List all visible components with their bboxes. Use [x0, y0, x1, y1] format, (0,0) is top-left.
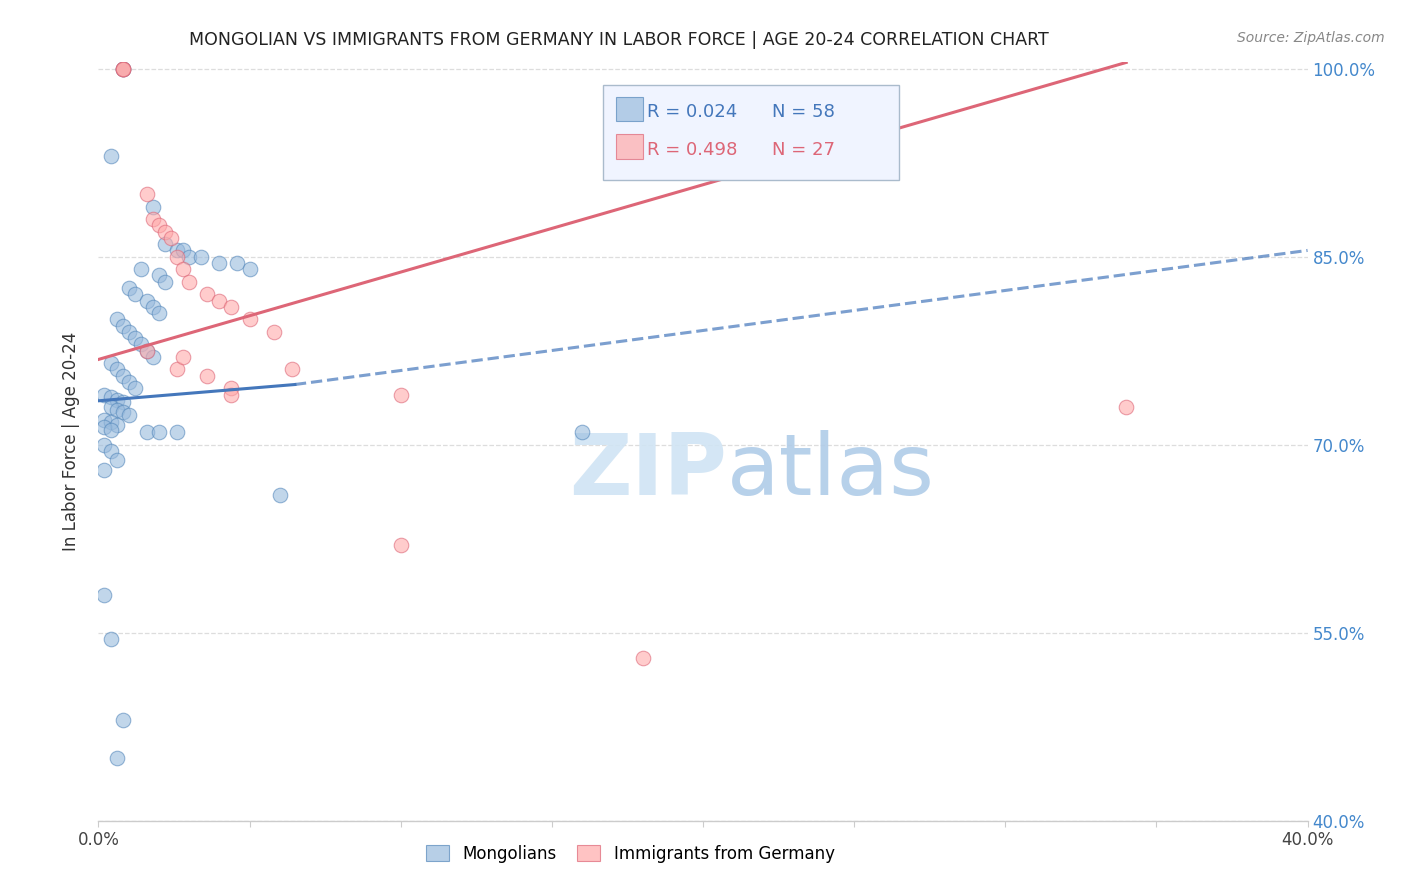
- Text: Source: ZipAtlas.com: Source: ZipAtlas.com: [1237, 31, 1385, 45]
- Point: [135, 187, 157, 202]
- Point: [111, 395, 134, 409]
- Point: [142, 200, 165, 214]
- Point: [105, 362, 128, 376]
- Point: [221, 387, 243, 401]
- Point: [111, 62, 134, 76]
- Point: [105, 751, 128, 765]
- Point: [111, 714, 134, 728]
- Point: [100, 415, 122, 429]
- Point: [142, 300, 165, 314]
- Point: [124, 381, 146, 395]
- Point: [389, 538, 412, 552]
- Point: [1115, 400, 1137, 414]
- Point: [135, 343, 157, 358]
- Point: [105, 417, 128, 432]
- Point: [190, 250, 212, 264]
- Text: N = 27: N = 27: [772, 141, 835, 159]
- Point: [105, 312, 128, 326]
- FancyBboxPatch shape: [616, 96, 643, 120]
- Point: [195, 287, 218, 301]
- Point: [118, 325, 141, 339]
- Point: [135, 425, 157, 439]
- Point: [179, 275, 201, 289]
- Text: N = 58: N = 58: [772, 103, 835, 120]
- FancyBboxPatch shape: [616, 135, 643, 159]
- Point: [160, 231, 183, 245]
- Point: [571, 425, 593, 439]
- Point: [124, 331, 146, 345]
- Point: [172, 350, 194, 364]
- Point: [239, 262, 262, 277]
- Y-axis label: In Labor Force | Age 20-24: In Labor Force | Age 20-24: [62, 332, 80, 551]
- Point: [118, 408, 141, 422]
- FancyBboxPatch shape: [603, 85, 898, 180]
- Point: [135, 343, 157, 358]
- Text: MONGOLIAN VS IMMIGRANTS FROM GERMANY IN LABOR FORCE | AGE 20-24 CORRELATION CHAR: MONGOLIAN VS IMMIGRANTS FROM GERMANY IN …: [188, 31, 1049, 49]
- Point: [153, 275, 176, 289]
- Point: [100, 400, 122, 414]
- Point: [100, 444, 122, 458]
- Point: [118, 281, 141, 295]
- Point: [100, 632, 122, 646]
- Point: [166, 244, 188, 258]
- Text: R = 0.498: R = 0.498: [647, 141, 738, 159]
- Point: [148, 425, 170, 439]
- Point: [221, 381, 243, 395]
- Point: [93, 420, 115, 434]
- Point: [281, 362, 304, 376]
- Point: [263, 325, 285, 339]
- Point: [208, 256, 231, 270]
- Point: [166, 425, 188, 439]
- Point: [142, 350, 165, 364]
- Point: [142, 212, 165, 227]
- Point: [111, 62, 134, 76]
- Point: [100, 356, 122, 370]
- Point: [631, 650, 654, 665]
- Point: [148, 306, 170, 320]
- Point: [148, 219, 170, 233]
- Point: [129, 337, 152, 351]
- Point: [93, 463, 115, 477]
- Point: [221, 300, 243, 314]
- Point: [100, 423, 122, 437]
- Point: [135, 293, 157, 308]
- Point: [124, 287, 146, 301]
- Point: [208, 293, 231, 308]
- Text: atlas: atlas: [727, 430, 935, 514]
- Point: [111, 318, 134, 333]
- Point: [269, 488, 291, 502]
- Text: R = 0.024: R = 0.024: [647, 103, 738, 120]
- Point: [93, 588, 115, 602]
- Point: [239, 312, 262, 326]
- Point: [153, 237, 176, 252]
- Point: [195, 368, 218, 383]
- Point: [93, 438, 115, 452]
- Point: [389, 387, 412, 401]
- Point: [226, 256, 249, 270]
- Point: [172, 244, 194, 258]
- Point: [111, 62, 134, 76]
- Point: [179, 250, 201, 264]
- Point: [118, 375, 141, 389]
- Point: [105, 392, 128, 407]
- Point: [148, 268, 170, 283]
- Point: [129, 262, 152, 277]
- Point: [105, 452, 128, 467]
- Point: [100, 149, 122, 163]
- Point: [153, 225, 176, 239]
- Point: [93, 412, 115, 426]
- Text: ZIP: ZIP: [569, 430, 727, 514]
- Point: [100, 390, 122, 404]
- Point: [172, 262, 194, 277]
- Point: [105, 402, 128, 417]
- Point: [93, 387, 115, 401]
- Point: [111, 405, 134, 419]
- Point: [166, 250, 188, 264]
- Point: [111, 62, 134, 76]
- Point: [166, 362, 188, 376]
- Point: [111, 368, 134, 383]
- Legend: Mongolians, Immigrants from Germany: Mongolians, Immigrants from Germany: [419, 838, 841, 869]
- Point: [111, 62, 134, 76]
